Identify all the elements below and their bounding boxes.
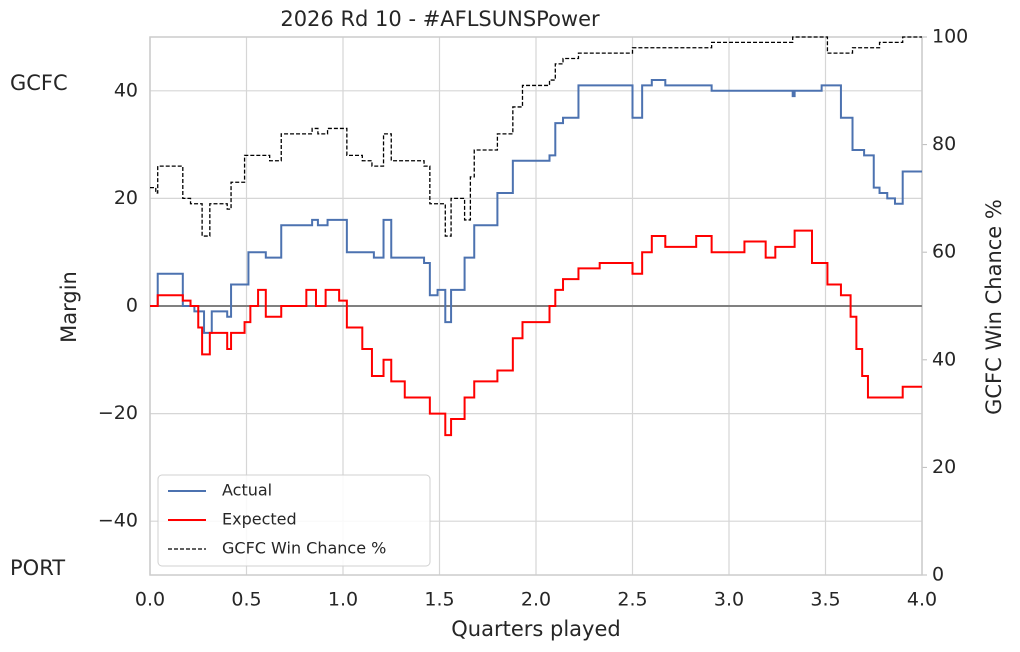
x-tick-label: 1.0 (328, 589, 358, 611)
y-tick-label: 40 (114, 79, 138, 101)
x-tick-label: 0.0 (135, 589, 165, 611)
annotation: GCFC (10, 71, 68, 95)
y-tick-label: −40 (98, 510, 138, 532)
y2-tick-label: 80 (932, 133, 956, 155)
y2-tick-label: 40 (932, 348, 956, 370)
y2-tick-label: 60 (932, 241, 956, 263)
legend-label: GCFC Win Chance % (222, 539, 386, 558)
x-tick-label: 0.5 (231, 589, 261, 611)
x-axis-label: Quarters played (451, 617, 620, 641)
y-axis-label: Margin (57, 271, 81, 343)
annotation: PORT (10, 556, 65, 580)
x-tick-label: 1.5 (424, 589, 454, 611)
x-tick-label: 3.0 (714, 589, 744, 611)
chart-title: 2026 Rd 10 - #AFLSUNSPower (280, 7, 600, 31)
series-line (150, 229, 922, 437)
y2-tick-label: 20 (932, 456, 956, 478)
y2-tick-label: 0 (932, 564, 944, 586)
x-tick-label: 2.5 (617, 589, 647, 611)
x-tick-label: 2.0 (521, 589, 551, 611)
legend-label: Expected (222, 510, 297, 529)
y-tick-label: 20 (114, 187, 138, 209)
series-line (150, 79, 922, 334)
legend-label: Actual (222, 481, 272, 500)
x-tick-label: 4.0 (907, 589, 937, 611)
y2-axis-label: GCFC Win Chance % (982, 199, 1006, 415)
y-tick-label: 0 (126, 295, 138, 317)
y2-tick-label: 100 (932, 26, 968, 48)
y-tick-label: −20 (98, 402, 138, 424)
series-line (150, 36, 922, 237)
legend-box (157, 474, 431, 567)
x-tick-label: 3.5 (810, 589, 840, 611)
